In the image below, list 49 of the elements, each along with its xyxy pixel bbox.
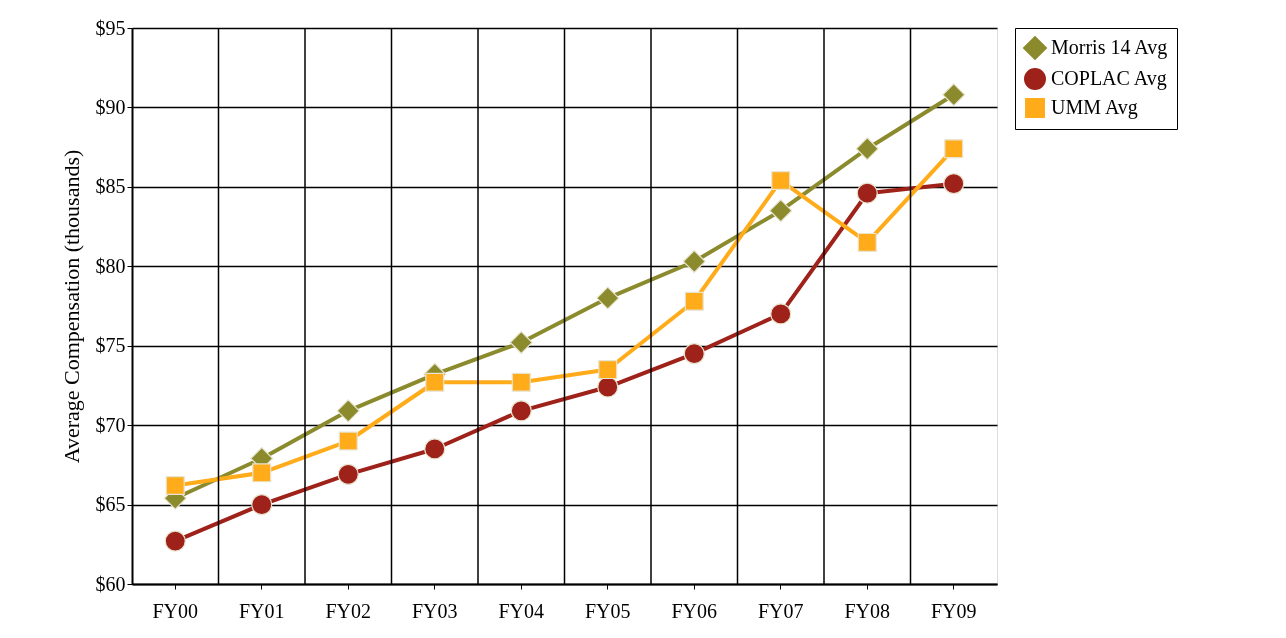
point xyxy=(164,530,186,552)
point xyxy=(509,330,533,355)
point xyxy=(336,399,360,423)
point xyxy=(597,376,619,398)
point xyxy=(770,303,792,325)
point xyxy=(855,137,879,161)
y-tick-label: $85 xyxy=(95,175,126,198)
y-axis-title: Average Compensation (thousands) xyxy=(58,149,84,464)
y-tick-label: $70 xyxy=(95,413,126,436)
legend-label: COPLAC Avg xyxy=(1051,67,1167,90)
point xyxy=(510,400,532,422)
x-tick-label: FY08 xyxy=(844,599,891,622)
point xyxy=(944,139,964,159)
y-tick-label: $80 xyxy=(95,254,126,277)
x-tick-label: FY02 xyxy=(325,599,372,622)
point xyxy=(511,372,531,392)
point xyxy=(338,431,358,451)
y-tick-label: $90 xyxy=(95,95,126,118)
point xyxy=(769,199,793,223)
point xyxy=(857,232,877,252)
point xyxy=(683,343,705,365)
point xyxy=(425,372,445,392)
y-tick-label: $60 xyxy=(95,572,126,595)
point xyxy=(684,291,704,311)
y-tick-label: $95 xyxy=(95,16,126,39)
point xyxy=(942,83,966,107)
legend-label: Morris 14 Avg xyxy=(1051,36,1168,59)
point xyxy=(596,286,620,310)
point xyxy=(337,463,359,485)
point xyxy=(598,360,618,380)
x-tick-label: FY04 xyxy=(498,599,545,622)
point xyxy=(682,249,706,274)
y-tick-label: $65 xyxy=(95,493,126,516)
point xyxy=(252,463,272,483)
point xyxy=(771,170,791,191)
x-tick-label: FY01 xyxy=(238,599,285,622)
point xyxy=(943,173,965,195)
x-tick-label: FY06 xyxy=(671,599,718,622)
point xyxy=(251,493,273,516)
legend-label: UMM Avg xyxy=(1051,96,1138,119)
x-tick-label: FY07 xyxy=(757,599,804,622)
y-tick-label: $75 xyxy=(95,334,126,357)
x-tick-label: FY09 xyxy=(930,599,977,622)
x-tick-label: FY00 xyxy=(152,599,199,622)
x-tick-label: FY05 xyxy=(584,599,631,622)
point xyxy=(165,475,185,496)
point xyxy=(424,438,446,460)
x-tick-label: FY03 xyxy=(411,599,458,622)
point xyxy=(856,182,878,204)
